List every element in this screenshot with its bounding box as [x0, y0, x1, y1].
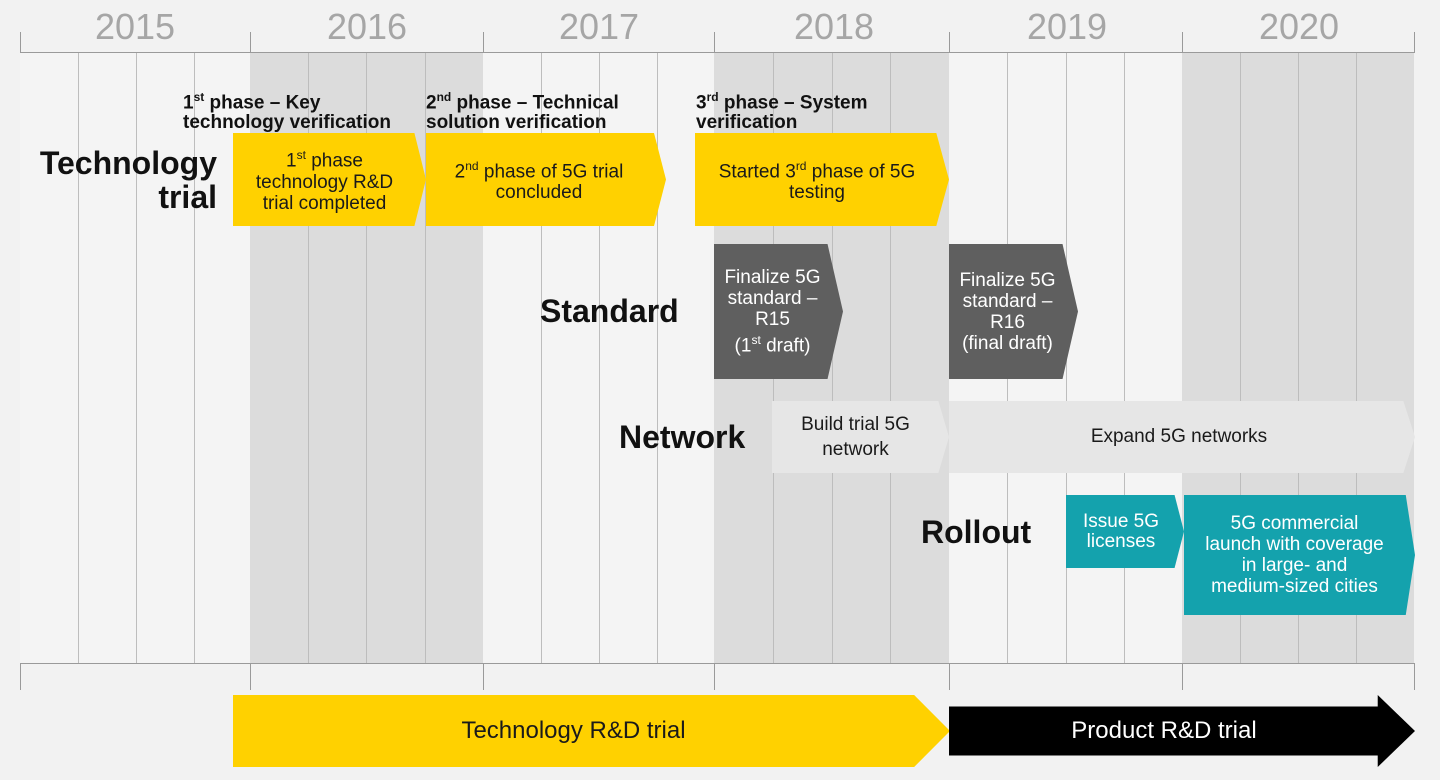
rollout-commercial-launch-box: 5G commercial launch with coverage in la… [1184, 495, 1415, 615]
row-label-standard: Standard [540, 293, 679, 329]
product-rd-trial-arrow: Product R&D trial [949, 695, 1415, 767]
year-label: 2016 [326, 6, 408, 47]
grid-line [657, 52, 658, 663]
year-label: 2017 [558, 6, 640, 47]
row-label-rollout: Rollout [921, 514, 1032, 550]
year-tick [1414, 663, 1415, 690]
year-tick [1182, 663, 1183, 690]
year-label: 2020 [1258, 6, 1340, 47]
row-label-technology-trial: Technology trial [39, 145, 217, 215]
grid-line [366, 52, 367, 663]
grid-line [541, 52, 542, 663]
year-tick [1182, 32, 1183, 52]
year-tick [949, 663, 950, 690]
phase-3-title: 3rd phase – System verification [696, 90, 868, 134]
grid-line [308, 52, 309, 663]
year-tick [714, 663, 715, 690]
year-tick [250, 663, 251, 690]
year-tick [483, 663, 484, 690]
grid-line [425, 52, 426, 663]
year-tick [483, 32, 484, 52]
top-axis-line [20, 52, 1415, 53]
grid-line [599, 52, 600, 663]
phase-2-title: 2nd phase – Technical solution verificat… [426, 90, 619, 134]
year-tick [714, 32, 715, 52]
grid-line [78, 52, 79, 663]
tech-trial-phase3-box: Started 3rd phase of 5G testing [695, 133, 949, 226]
standard-r15-box: Finalize 5G standard – R15 (1st draft) [714, 244, 843, 379]
grid-line [1240, 52, 1241, 663]
band-2015 [20, 52, 250, 663]
technology-rd-trial-arrow: Technology R&D trial [233, 695, 950, 767]
network-expand-box: Expand 5G networks [949, 401, 1415, 473]
row-label-network: Network [619, 419, 746, 455]
year-tick [1414, 32, 1415, 52]
year-tick [250, 32, 251, 52]
grid-line [136, 52, 137, 663]
tech-trial-phase1-box: 1st phase technology R&D trial completed [233, 133, 426, 226]
tech-trial-phase2-box: 2nd phase of 5G trial concluded [426, 133, 666, 226]
grid-line [1124, 52, 1125, 663]
grid-line [194, 52, 195, 663]
year-label: 2018 [793, 6, 875, 47]
technology-rd-trial-label: Technology R&D trial [461, 717, 686, 744]
network-trial-box: Build trial 5G network [772, 401, 949, 473]
year-tick [949, 32, 950, 52]
year-tick [20, 663, 21, 690]
product-rd-trial-label: Product R&D trial [1071, 717, 1257, 744]
grid-line [832, 52, 833, 663]
standard-r16-box: Finalize 5G standard – R16 (final draft) [949, 244, 1078, 379]
year-tick [20, 32, 21, 52]
grid-line [1298, 52, 1299, 663]
phase-1-title: 1st phase – Key technology verification [183, 90, 391, 134]
year-label: 2019 [1026, 6, 1108, 47]
grid-line [890, 52, 891, 663]
rollout-licenses-box: Issue 5G licenses [1066, 495, 1184, 568]
year-label: 2015 [94, 6, 176, 47]
grid-line [1356, 52, 1357, 663]
bottom-axis-line [20, 663, 1415, 664]
